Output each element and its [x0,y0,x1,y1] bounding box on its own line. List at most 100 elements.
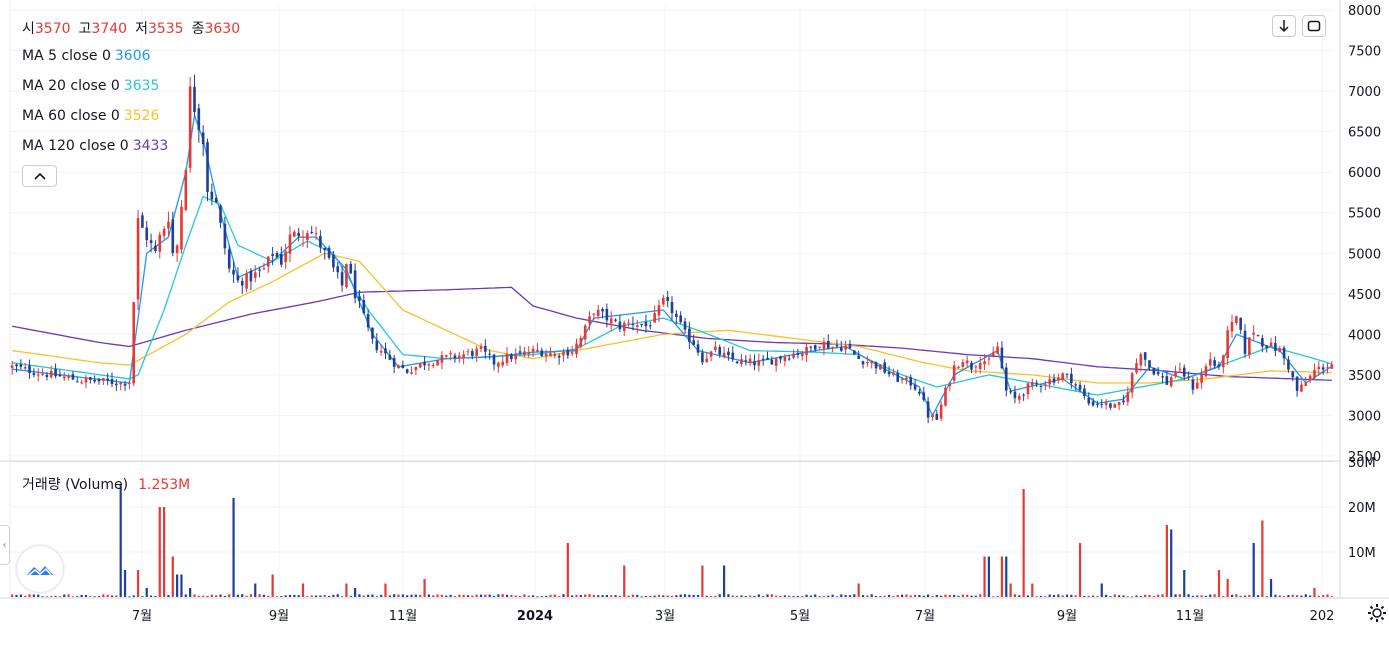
volume-bar [219,594,222,597]
price-tick-label: 5000 [1348,247,1381,262]
candle-body [774,358,778,366]
ma5-legend[interactable]: MA 5 close 0 3606 [22,48,151,64]
ma60-legend[interactable]: MA 60 close 0 3526 [22,108,159,124]
volume-bar [479,594,483,597]
candles [10,74,1334,424]
candle-body [1156,372,1160,375]
candle-body [679,315,682,323]
volume-bar [232,498,235,597]
time-tick-label: 3월 [655,609,675,624]
volume-bar [1222,596,1225,597]
price-tick-label: 8000 [1348,4,1381,19]
volume-bar [1274,594,1277,597]
candle-body [171,219,175,254]
volume-bar [536,596,539,598]
volume-bar [97,595,101,597]
volume-bar [115,595,118,597]
candle-body [1308,375,1312,381]
candle-body [457,355,461,359]
candle-body [1256,335,1260,337]
volume-bar [80,594,83,597]
fullscreen-button[interactable] [1302,15,1326,37]
low-label: 저 [135,21,148,37]
candle-body [761,358,765,360]
candle-body [896,372,900,382]
volume-bar [1074,595,1077,597]
volume-bar [679,594,682,597]
volume-bar [961,594,964,597]
volume-bar [167,594,170,597]
volume-bar [93,596,96,598]
candle-body [158,234,162,252]
volume-bar [254,583,257,597]
candle-body [683,321,687,330]
candle-body [193,86,196,112]
ma120-legend[interactable]: MA 120 close 0 3433 [22,138,168,154]
volume-bar [128,596,131,598]
volume-bar [714,595,717,597]
volume-bar [41,596,44,598]
candle-body [1044,384,1047,386]
candle-body [1187,376,1190,378]
volume-bar [1309,595,1312,597]
volume-bar [245,595,248,597]
logo[interactable] [17,546,63,592]
ma20-legend[interactable]: MA 20 close 0 3635 [22,78,159,94]
ma60-label: MA 60 close 0 [22,108,120,124]
volume-bar [523,594,526,597]
volume-bar [575,594,578,597]
volume-bar [948,594,951,597]
candle-body [1252,332,1255,335]
candle-body [1195,382,1199,389]
candle-body [588,316,591,324]
candle-body [857,355,860,359]
settings-button[interactable] [1366,602,1388,624]
cloud-logo-icon [27,566,53,576]
volume-bar [744,596,747,597]
volume-bar [371,594,374,597]
volume-bar [657,594,661,597]
ma5-label: MA 5 close 0 [22,48,111,64]
volume-bar [531,595,535,597]
left-panel-toggle[interactable]: ‹ [0,525,10,565]
volume-bar [453,596,457,597]
download-button[interactable] [1272,15,1296,37]
candle-body [332,254,335,268]
candle-body [41,373,44,375]
volume-bar [670,595,674,597]
gear-icon [1368,604,1386,622]
volume-bar [731,595,734,597]
volume-value: 1.253M [138,477,191,493]
candle-body [900,378,904,380]
volume-bar [922,595,925,597]
volume-bar [1048,594,1051,597]
close-label: 종 [191,21,205,37]
candle-body [462,354,465,359]
candle-body [323,247,327,250]
volume-bar [1191,595,1195,597]
volume-legend[interactable]: 거래량 (Volume) 1.253M [22,474,190,494]
volume-bar [1287,595,1290,597]
candle-body [536,349,539,352]
volume-bar [419,594,422,597]
volume-bar [614,595,617,597]
volume-bar [510,594,513,597]
volume-bar [45,596,48,598]
candle-body [1039,385,1043,387]
candle-body [219,205,222,223]
candle-body [913,384,917,390]
candle-body [944,387,947,406]
volume-bar [666,595,669,597]
volume-bar [397,594,400,597]
collapse-legend-button[interactable] [22,165,57,187]
candle-body [1321,367,1325,370]
price-tick-label: 4000 [1348,328,1381,343]
volume-bar [883,595,886,597]
volume-bar [1261,520,1264,597]
volume-bar [275,596,279,597]
volume-bar [37,594,40,597]
volume-bar [1100,583,1103,597]
